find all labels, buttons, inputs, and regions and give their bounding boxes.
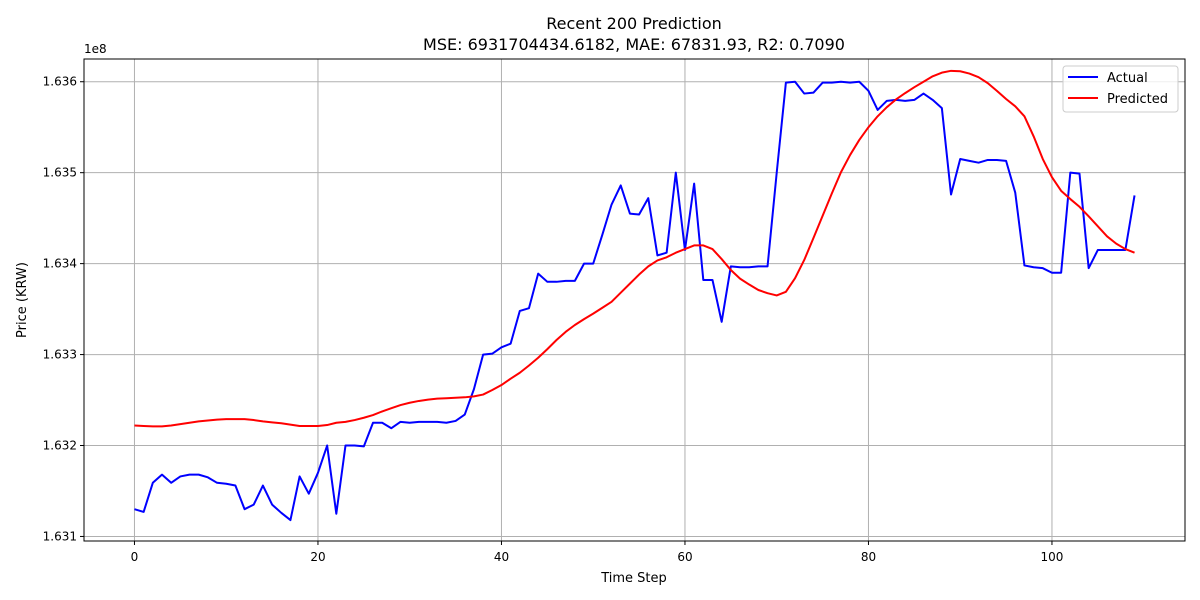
- grid: [84, 59, 1185, 541]
- x-tick-label: 0: [131, 550, 139, 564]
- x-ticks: 0 20 40 60 80 100: [131, 541, 1064, 564]
- x-tick-label: 80: [861, 550, 876, 564]
- x-axis-label: Time Step: [600, 571, 667, 586]
- y-ticks: 1.631 1.632 1.633 1.634 1.635 1.636: [43, 75, 84, 543]
- series-group: [134, 69, 1136, 522]
- y-tick-label: 1.632: [43, 439, 77, 453]
- y-axis-label: Price (KRW): [15, 262, 30, 338]
- y-tick-label: 1.636: [43, 75, 77, 89]
- x-tick-label: 60: [677, 550, 692, 564]
- series-line-predicted: [134, 69, 1135, 428]
- x-tick-label: 100: [1041, 550, 1064, 564]
- x-tick-label: 20: [310, 550, 325, 564]
- y-offset-label: 1e8: [84, 42, 107, 56]
- y-tick-label: 1.635: [43, 166, 77, 180]
- chart-subtitle: MSE: 6931704434.6182, MAE: 67831.93, R2:…: [423, 35, 845, 54]
- y-tick-label: 1.631: [43, 529, 77, 543]
- legend-label-actual: Actual: [1107, 71, 1148, 86]
- chart-title: Recent 200 Prediction: [546, 14, 722, 33]
- x-tick-label: 40: [494, 550, 509, 564]
- y-tick-label: 1.634: [43, 257, 77, 271]
- series-line-actual: [134, 80, 1136, 522]
- legend: Actual Predicted: [1062, 65, 1179, 113]
- plot-frame: [83, 58, 1186, 542]
- legend-label-predicted: Predicted: [1107, 92, 1168, 107]
- y-tick-label: 1.633: [43, 348, 77, 362]
